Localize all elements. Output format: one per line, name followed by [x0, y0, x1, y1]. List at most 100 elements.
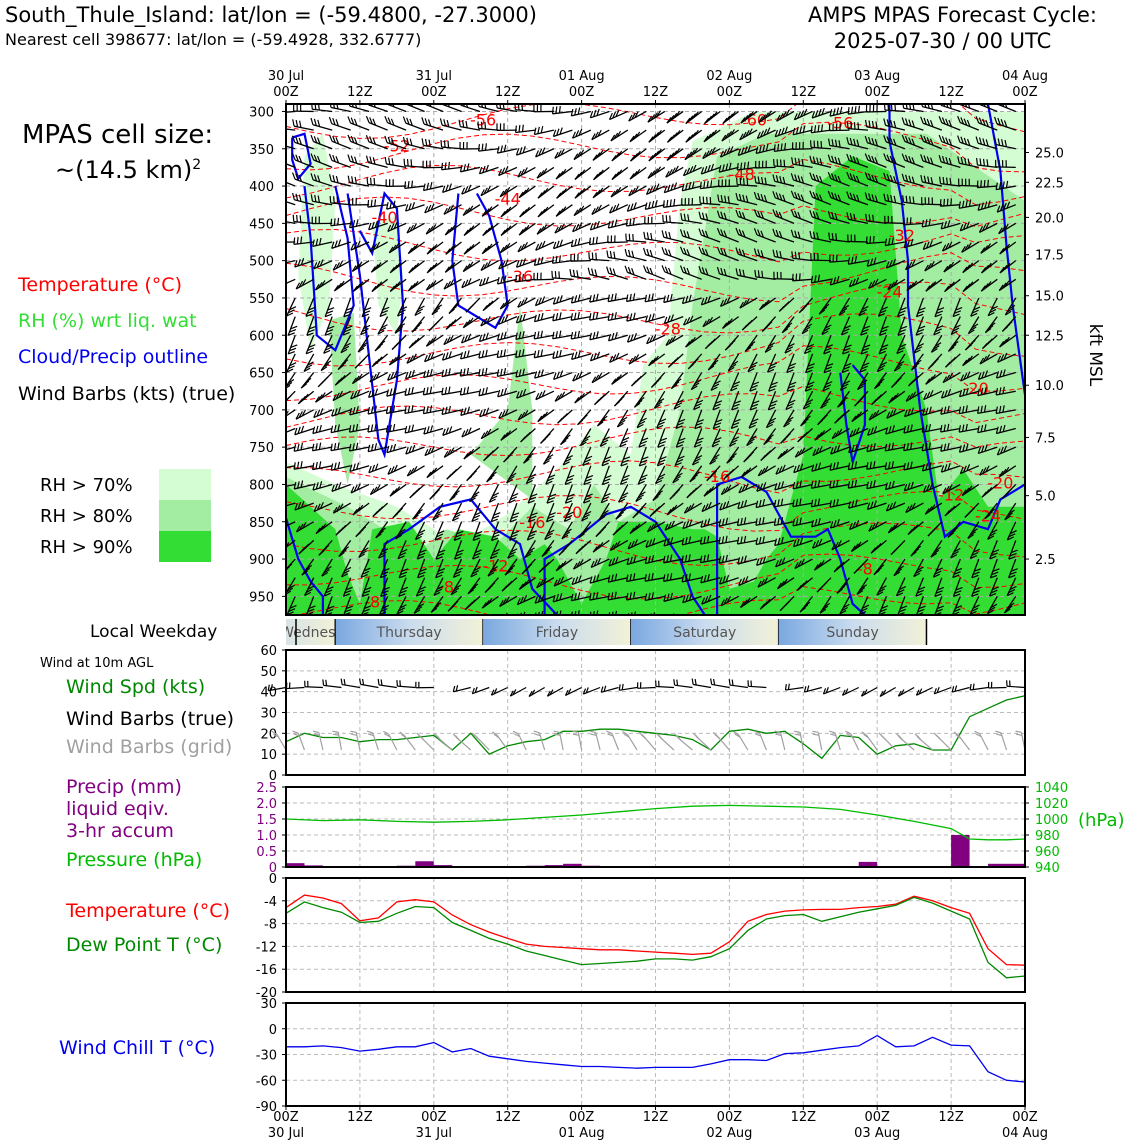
- wind-barb: [995, 386, 1016, 396]
- wind-barb: [495, 104, 518, 113]
- wind-barb-feather: [669, 134, 675, 141]
- wind-barb: [591, 129, 610, 141]
- wind-barb-feather: [333, 218, 336, 226]
- wind-barb-feather: [717, 194, 720, 202]
- wind-barb-feather: [749, 364, 757, 370]
- wind-barb-feather: [334, 240, 338, 248]
- wind-barb-feather: [913, 349, 921, 354]
- wind-barb-feather: [557, 224, 562, 232]
- wind-barb-feather: [375, 241, 381, 249]
- isotherm-label: -20: [556, 503, 582, 522]
- wind-barb-feather: [757, 249, 761, 257]
- wind-barb-feather: [920, 174, 923, 183]
- wind-barb-feather: [768, 388, 776, 392]
- wind-barb-feather: [828, 232, 831, 240]
- wind-barb-feather: [812, 211, 816, 219]
- wind-barb: [967, 316, 980, 335]
- wind-barb-feather: [445, 184, 449, 192]
- wind-barb-feather: [351, 265, 357, 272]
- wind-barb-feather: [411, 386, 414, 394]
- wind-barb-feather: [886, 173, 890, 181]
- wind-barb: [772, 228, 795, 243]
- wind-barb-feather: [724, 320, 730, 327]
- wind-barb-feather: [868, 193, 872, 201]
- wind-barb-feather: [761, 270, 764, 278]
- wind-barb-feather: [873, 257, 877, 265]
- wind-barb-feather: [540, 349, 544, 357]
- wind-barb-feather: [841, 397, 848, 403]
- wind-barb: [557, 409, 573, 424]
- wind-barb-feather: [690, 132, 697, 139]
- wind-barb-feather: [612, 268, 616, 276]
- wind-barb-feather: [487, 243, 493, 250]
- wind-barb-feather: [444, 387, 448, 395]
- wind-barb-feather: [443, 140, 446, 148]
- wind-barb-staff: [343, 297, 352, 317]
- wind-barb-feather: [727, 318, 733, 325]
- wind-barb-feather: [666, 294, 670, 302]
- wind-barb-feather: [400, 306, 408, 311]
- wind-barb-feather: [965, 387, 969, 395]
- wind-barb-feather: [627, 249, 631, 257]
- wind-barb: [588, 236, 610, 246]
- wind-barb-feather: [655, 401, 663, 406]
- wind-barb-feather: [652, 184, 657, 192]
- wind-barb-staff: [404, 390, 425, 396]
- wind-barb-feather: [828, 255, 831, 263]
- wind-barb-staff: [552, 334, 573, 340]
- wind-barb-staff: [722, 110, 740, 125]
- wind-barb-staff: [786, 353, 795, 373]
- wind-barb: [626, 202, 647, 212]
- wind-barb-feather: [615, 352, 620, 360]
- wind-barb-feather: [876, 394, 882, 401]
- wind-barb-feather: [891, 394, 897, 402]
- wind-barb: [921, 104, 943, 113]
- wind-barb-feather: [295, 173, 299, 181]
- wind-barb-feather: [300, 257, 305, 265]
- wind-barb: [411, 316, 426, 333]
- wind-barb-feather: [413, 280, 419, 288]
- wind-barb-feather: [279, 547, 283, 553]
- wind-barb-feather: [315, 396, 320, 403]
- wind-barb-staff: [592, 148, 610, 161]
- wind-barb: [625, 218, 647, 227]
- wind-barb: [350, 389, 370, 400]
- wind-barb-staff: [666, 110, 684, 124]
- wind-barb: [459, 141, 480, 150]
- wind-barb-staff: [693, 390, 703, 410]
- wind-barb-feather: [395, 262, 401, 269]
- legend-wind-barbs: Wind Barbs (kts) (true): [18, 383, 236, 405]
- wind-barb-feather: [963, 118, 968, 126]
- wind-barb-feather: [370, 266, 376, 273]
- wind-barb-feather: [589, 110, 594, 119]
- wind-barb-feather: [760, 193, 764, 201]
- wind-barb-staff: [683, 316, 702, 326]
- wind-barb-staff: [443, 334, 462, 346]
- wind-barb-feather: [310, 117, 314, 125]
- wind-barb-feather: [733, 400, 741, 404]
- wind-barb-staff: [611, 372, 629, 385]
- wind-barb-feather: [812, 156, 816, 164]
- wind-barb-staff: [517, 241, 536, 253]
- wind-barb-staff: [646, 185, 666, 195]
- wind-barb: [406, 222, 425, 234]
- wind-barb: [999, 241, 1017, 255]
- wind-barb-feather: [630, 155, 636, 162]
- wind-barb: [685, 110, 703, 125]
- rh-region-rh90: [286, 156, 1025, 615]
- wind-barb-feather: [409, 138, 413, 146]
- wind-barb-feather: [847, 107, 850, 115]
- wind-barb: [957, 115, 980, 131]
- wind-barb-feather: [929, 138, 934, 146]
- wind-barb-feather: [503, 227, 509, 234]
- wind-barb-feather: [901, 173, 905, 181]
- wind-barb-feather: [625, 233, 627, 241]
- wind-barb-feather: [613, 188, 619, 196]
- wind-barb-feather: [908, 393, 914, 400]
- wind-barb-feather: [746, 178, 749, 186]
- wind-barb-feather: [666, 199, 669, 207]
- wind-barb-staff: [820, 390, 832, 409]
- wind-barb-feather: [614, 331, 618, 340]
- wind-barb-staff: [821, 316, 832, 335]
- wind-barb-feather: [854, 106, 857, 114]
